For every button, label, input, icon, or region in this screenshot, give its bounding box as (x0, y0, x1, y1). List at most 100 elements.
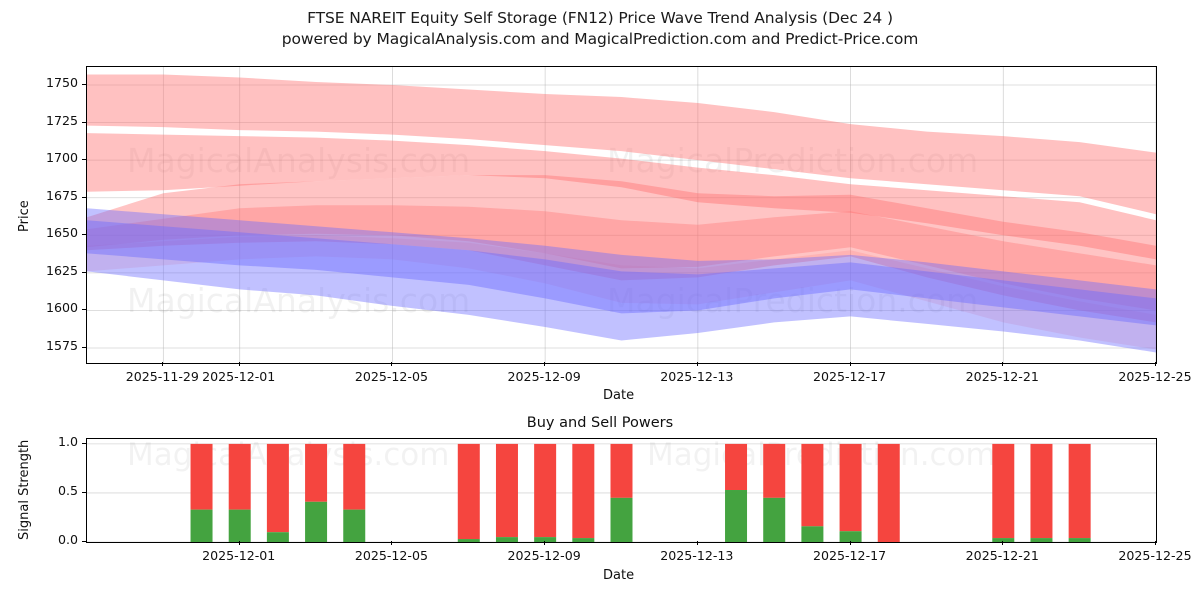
price-x-tickmark (1002, 362, 1004, 366)
sell-power-bar[interactable] (228, 443, 251, 510)
price-y-tick: 1725 (45, 112, 78, 128)
price-y-tick: 1600 (45, 300, 78, 316)
power-x-tick: 2025-12-17 (812, 548, 887, 563)
power-x-tickmark (1002, 541, 1004, 545)
page-title: FTSE NAREIT Equity Self Storage (FN12) P… (307, 9, 893, 27)
power-x-tickmark (849, 541, 851, 545)
power-y-tick: 0.0 (57, 532, 78, 547)
price-y-tickmark (82, 196, 86, 198)
page-subtitle: powered by MagicalAnalysis.com and Magic… (281, 30, 919, 48)
power-x-tickmark (1155, 541, 1156, 545)
sell-power-bar[interactable] (839, 443, 862, 532)
svg-text:MagicalPrediction.com: MagicalPrediction.com (607, 281, 978, 320)
sell-power-bar[interactable] (343, 443, 366, 510)
sell-power-bar[interactable] (763, 443, 786, 498)
price-y-tick: 1625 (45, 262, 78, 278)
power-y-tickmark (82, 442, 86, 444)
power-y-tickmark (82, 491, 86, 493)
price-x-tick: 2025-12-21 (965, 369, 1039, 384)
price-x-tick: 2025-12-09 (507, 369, 581, 384)
wave-band-upper-red-outer (87, 74, 1156, 215)
price-y-tick: 1700 (45, 150, 78, 166)
sell-power-bar[interactable] (1068, 443, 1091, 539)
price-y-tickmark (82, 121, 86, 123)
sell-power-bar[interactable] (992, 443, 1015, 539)
sell-power-bar[interactable] (1030, 443, 1053, 539)
buy-sell-panel: Buy and Sell Powers MagicalAnalysis.comM… (0, 400, 1200, 600)
sell-power-bar[interactable] (190, 443, 213, 510)
power-x-tickmark (391, 541, 393, 545)
price-x-tick: 2025-12-13 (660, 369, 734, 384)
price-x-tickmark (849, 362, 851, 366)
buy-power-bar[interactable] (610, 497, 633, 542)
price-y-tick: 1750 (45, 75, 78, 91)
power-x-tick: 2025-12-09 (507, 548, 581, 563)
buy-power-bar[interactable] (801, 526, 824, 542)
sell-power-bar[interactable] (801, 443, 824, 527)
buy-power-bar[interactable] (305, 501, 328, 542)
power-x-tick: 2025-12-05 (354, 548, 429, 563)
price-x-tickmark (1155, 362, 1156, 366)
wave-band-blue-outer (87, 208, 1156, 353)
buy-power-bar[interactable] (457, 539, 480, 542)
price-x-tickmark (544, 362, 546, 366)
sell-power-bar[interactable] (610, 443, 633, 498)
buy-power-bar[interactable] (190, 509, 213, 542)
power-y-axis-label: Signal Strength (17, 439, 32, 540)
buy-power-bar[interactable] (839, 531, 862, 542)
power-x-tick: 2025-12-13 (660, 548, 734, 563)
price-x-tick: 2025-12-25 (1118, 369, 1192, 384)
buy-power-bar[interactable] (763, 497, 786, 542)
price-y-tickmark (82, 159, 86, 161)
svg-text:MagicalAnalysis.com: MagicalAnalysis.com (127, 141, 470, 180)
power-x-tickmark (544, 541, 546, 545)
price-x-tick: 2025-12-01 (202, 369, 276, 384)
buy-power-bar[interactable] (266, 532, 289, 542)
buy-power-bar[interactable] (228, 509, 251, 542)
price-x-tickmark (696, 362, 698, 366)
price-y-tickmark (82, 309, 86, 311)
power-y-tickmark (82, 541, 86, 542)
price-x-tickmark (162, 362, 164, 366)
wave-band-mid-red-wide (87, 175, 1156, 323)
price-y-tickmark (82, 346, 86, 348)
price-x-tick: 2025-12-17 (812, 369, 887, 384)
buy-power-bar[interactable] (725, 490, 748, 542)
price-x-tick: 2025-11-29 (125, 369, 199, 384)
buy-power-bar[interactable] (534, 537, 557, 542)
sell-power-bar[interactable] (305, 443, 328, 502)
sell-power-bar[interactable] (495, 443, 518, 538)
buy-power-bar[interactable] (1030, 538, 1053, 542)
wave-band-blue-inner (87, 220, 1156, 326)
buy-power-bar[interactable] (1068, 538, 1091, 542)
chart-title-block: FTSE NAREIT Equity Self Storage (FN12) P… (0, 8, 1200, 50)
price-y-tick: 1575 (45, 337, 78, 353)
sell-power-bar[interactable] (266, 443, 289, 533)
wave-band-pale-red-lower (87, 235, 1156, 350)
price-y-tick: 1675 (45, 187, 78, 203)
price-y-tickmark (82, 84, 86, 86)
power-x-axis-label: Date (603, 568, 635, 583)
sell-power-bar[interactable] (877, 443, 900, 542)
svg-text:MagicalAnalysis.com: MagicalAnalysis.com (127, 281, 470, 320)
buy-power-bar[interactable] (572, 538, 595, 542)
wave-band-upper-red-inner (87, 133, 1156, 260)
power-x-tickmark (238, 541, 240, 545)
power-y-tick: 0.5 (57, 482, 78, 498)
svg-text:MagicalPrediction.com: MagicalPrediction.com (607, 141, 978, 180)
price-y-tickmark (82, 234, 86, 236)
sell-power-bar[interactable] (572, 443, 595, 539)
power-x-tickmark (696, 541, 698, 545)
sell-power-bar[interactable] (725, 443, 748, 491)
buy-power-bar[interactable] (495, 537, 518, 542)
buy-power-bar[interactable] (992, 538, 1015, 542)
power-x-tick: 2025-12-21 (965, 548, 1039, 563)
price-wave-panel: MagicalAnalysis.com MagicalPrediction.com… (17, 66, 1192, 403)
sell-power-bar[interactable] (534, 443, 557, 538)
sell-power-bar[interactable] (457, 443, 480, 540)
price-y-tickmark (82, 271, 86, 273)
price-plot-area: MagicalAnalysis.com MagicalPrediction.com… (86, 66, 1157, 364)
buy-power-bar[interactable] (343, 509, 366, 542)
power-x-tick: 2025-12-01 (202, 548, 276, 563)
